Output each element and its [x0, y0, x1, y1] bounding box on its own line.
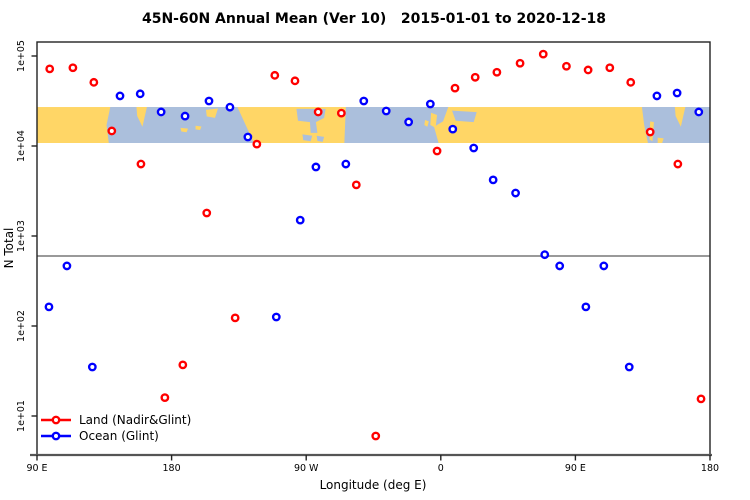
- map-ocean-pacific: [106, 107, 254, 143]
- y-axis-tick-label: 1e+05: [16, 40, 27, 72]
- y-axis-title: N Total: [2, 227, 16, 269]
- map-island-hokkaido: [657, 137, 664, 143]
- legend-label-land: Land (Nadir&Glint): [79, 413, 192, 427]
- y-axis-tick-label: 1e+02: [16, 310, 27, 342]
- map-island-ireland: [424, 119, 429, 127]
- data-point-land: [89, 77, 99, 87]
- x-axis-title: Longitude (deg E): [319, 478, 427, 492]
- legend-item-ocean: Ocean (Glint): [40, 428, 191, 444]
- data-point-ocean: [243, 132, 253, 142]
- map-island-britain: [430, 112, 438, 128]
- data-point-ocean: [448, 124, 458, 134]
- data-point-land: [371, 431, 381, 441]
- data-point-ocean: [381, 106, 391, 116]
- data-point-land: [432, 146, 442, 156]
- data-point-ocean: [295, 215, 305, 225]
- map-ocean-baltic-sea: [452, 110, 477, 123]
- x-axis-tick-label: 90 E: [565, 463, 586, 474]
- x-axis-tick-label: 90 W: [294, 463, 319, 474]
- data-point-land: [605, 63, 615, 73]
- data-point-ocean: [204, 96, 214, 106]
- data-point-ocean: [62, 261, 72, 271]
- data-point-ocean: [469, 143, 479, 153]
- data-point-ocean: [115, 91, 125, 101]
- data-point-ocean: [511, 188, 520, 198]
- map-ocean-atlantic: [344, 107, 449, 143]
- data-point-land: [562, 61, 571, 71]
- plot-border: [36, 41, 711, 456]
- data-point-land: [68, 63, 78, 73]
- data-point-land: [645, 127, 655, 137]
- x-axis-tick-label: 0: [438, 463, 444, 474]
- data-point-ocean: [156, 107, 166, 117]
- data-point-ocean: [672, 88, 682, 98]
- x-axis-tick-label: 90 E: [26, 463, 47, 474]
- map-island-kamchatka-east: [674, 107, 686, 127]
- map-island-aleutian-west: [180, 127, 189, 133]
- data-point-ocean: [652, 91, 662, 101]
- data-point-land: [45, 64, 55, 74]
- data-point-ocean: [624, 362, 634, 372]
- data-point-land: [351, 180, 361, 190]
- data-point-land: [202, 208, 212, 218]
- data-point-ocean: [540, 250, 550, 260]
- data-point-land: [136, 159, 146, 169]
- data-point-ocean: [599, 261, 609, 271]
- data-point-ocean: [694, 107, 704, 117]
- data-point-ocean: [225, 102, 235, 112]
- data-point-ocean: [425, 99, 435, 109]
- data-point-land: [313, 107, 323, 117]
- data-point-land: [470, 72, 480, 82]
- map-island-aleutian-east: [195, 125, 202, 131]
- y-axis-tick-label: 1e+01: [16, 400, 27, 432]
- data-point-ocean: [180, 111, 190, 121]
- data-point-ocean: [44, 302, 54, 312]
- data-point-ocean: [359, 96, 369, 106]
- legend-line-circle-marker-ocean: [41, 431, 71, 441]
- y-axis-tick-label: 1e+04: [16, 130, 27, 162]
- data-point-ocean: [311, 162, 321, 172]
- data-point-land: [107, 126, 117, 136]
- map-island-kamchatka: [136, 107, 147, 127]
- x-axis-tick-label: 180: [163, 463, 181, 474]
- data-point-land: [270, 70, 280, 80]
- data-point-land: [492, 67, 502, 77]
- map-island-alaska-peninsula: [205, 108, 218, 118]
- data-point-ocean: [488, 175, 498, 185]
- data-point-ocean: [404, 117, 414, 127]
- data-point-land: [515, 58, 525, 68]
- data-point-land: [178, 360, 188, 370]
- legend-label-ocean: Ocean (Glint): [79, 429, 159, 443]
- legend: Land (Nadir&Glint) Ocean (Glint): [40, 412, 191, 444]
- data-point-land: [290, 76, 300, 86]
- legend-line-circle-marker-land: [41, 415, 71, 425]
- legend-item-land: Land (Nadir&Glint): [40, 412, 191, 428]
- y-axis-tick-label: 1e+03: [16, 220, 27, 252]
- map-ocean-great-lake-east: [316, 135, 325, 142]
- data-point-land: [696, 394, 706, 404]
- data-point-land: [160, 393, 170, 403]
- data-point-land: [538, 49, 548, 59]
- data-point-land: [450, 83, 460, 93]
- data-point-land: [336, 108, 346, 118]
- chart-title: 45N-60N Annual Mean (Ver 10) 2015-01-01 …: [141, 11, 607, 27]
- data-point-ocean: [555, 261, 565, 271]
- x-axis-tick-label: 180: [701, 463, 719, 474]
- data-point-ocean: [87, 362, 97, 372]
- data-point-land: [583, 65, 593, 75]
- data-point-ocean: [135, 89, 145, 99]
- data-point-ocean: [271, 312, 281, 322]
- data-point-land: [252, 139, 262, 149]
- data-point-ocean: [341, 159, 351, 169]
- data-point-land: [673, 159, 683, 169]
- data-point-land: [626, 77, 636, 87]
- data-point-ocean: [581, 302, 591, 312]
- map-ocean-great-lake-west: [302, 134, 313, 142]
- data-point-land: [230, 313, 240, 323]
- map-ocean-okhotsk-pacific: [641, 107, 710, 143]
